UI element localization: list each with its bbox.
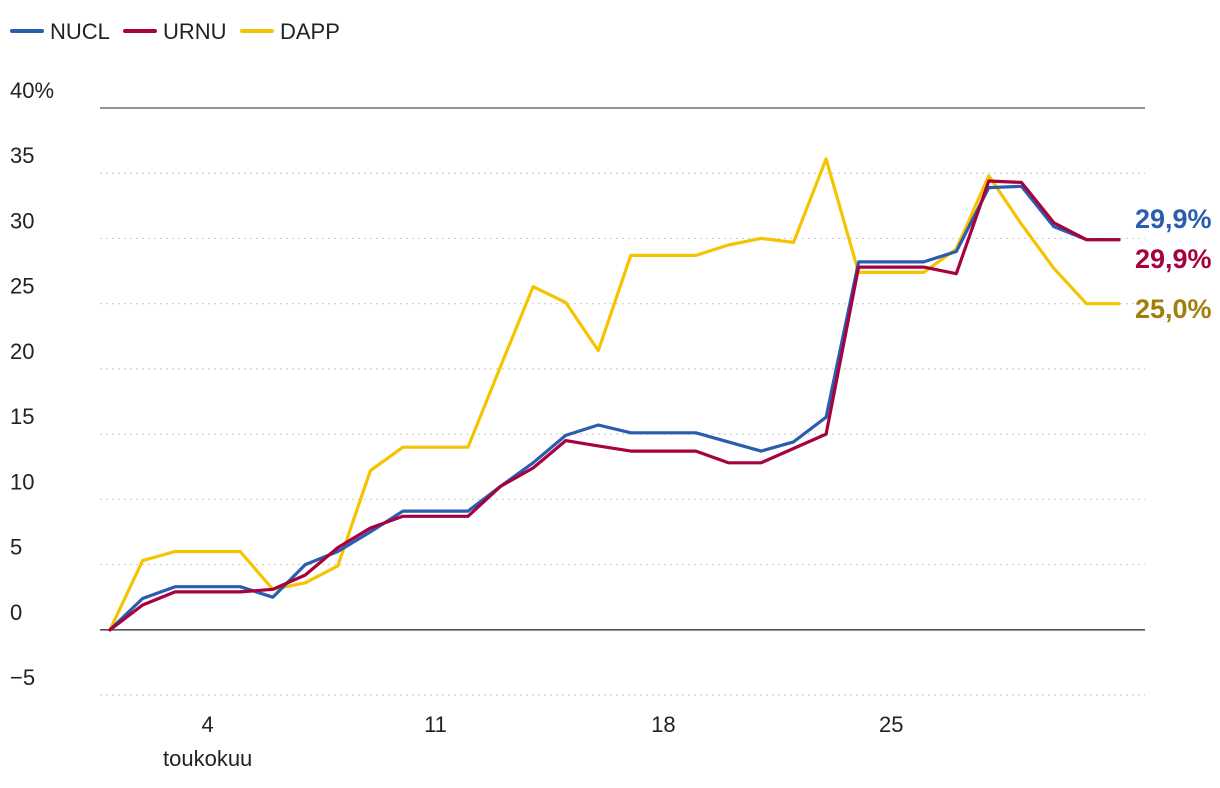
x-axis-ticks: 4 toukokuu 11 18 25 (163, 712, 903, 771)
y-tick-label: 10 (10, 469, 34, 494)
end-label-dapp: 25,0% (1135, 294, 1212, 324)
y-tick-label: 25 (10, 274, 34, 299)
legend-label-urnu: URNU (163, 19, 227, 44)
y-tick-label: 5 (10, 535, 22, 560)
y-tick-label: 20 (10, 339, 34, 364)
x-tick-label: 4 (202, 712, 214, 737)
legend-label-dapp: DAPP (280, 19, 340, 44)
y-tick-label: 35 (10, 143, 34, 168)
x-tick-label: 18 (651, 712, 675, 737)
legend-label-nucl: NUCL (50, 19, 110, 44)
y-tick-label: −5 (10, 665, 35, 690)
y-axis-ticks: 40% 35 30 25 20 15 10 5 0 −5 (10, 78, 54, 690)
end-labels: 29,9% 29,9% 25,0% (1135, 204, 1212, 324)
x-tick-label: 25 (879, 712, 903, 737)
series-line-urnu (108, 179, 1121, 632)
gridlines (100, 107, 1145, 696)
series-line-nucl (108, 184, 1121, 632)
series-lines (108, 157, 1121, 632)
y-tick-label: 40% (10, 78, 54, 103)
x-tick-sublabel: toukokuu (163, 746, 252, 771)
end-label-urnu: 29,9% (1135, 244, 1212, 274)
y-tick-label: 30 (10, 208, 34, 233)
x-tick-label: 11 (424, 712, 447, 737)
y-tick-label: 15 (10, 404, 34, 429)
end-label-nucl: 29,9% (1135, 204, 1212, 234)
y-tick-label: 0 (10, 600, 22, 625)
legend: NUCL URNU DAPP (10, 19, 340, 44)
